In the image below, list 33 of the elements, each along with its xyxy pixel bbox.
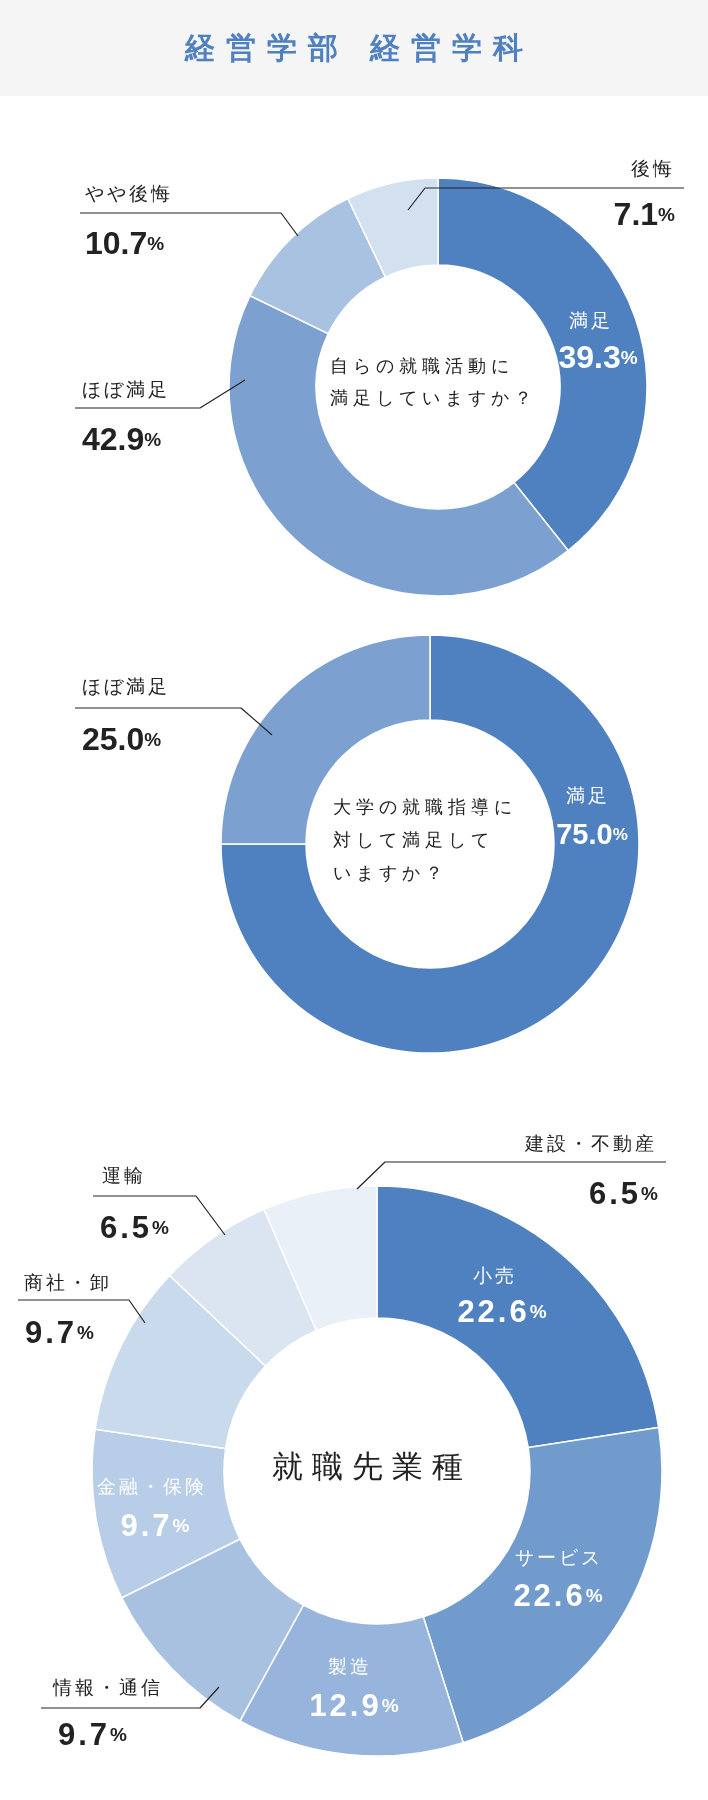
data-label: 9.7% <box>58 1716 128 1752</box>
data-label: 10.7% <box>85 225 165 261</box>
data-label: 25.0% <box>82 721 162 757</box>
data-label: 12.9% <box>309 1687 399 1723</box>
slice-label: 運輸 <box>102 1164 146 1186</box>
slice-label: 満足 <box>566 784 610 806</box>
slice-label: ほぼ満足 <box>82 378 170 400</box>
slice-label: 金融・保険 <box>97 1475 207 1497</box>
slice-label: 商社・卸 <box>24 1271 112 1293</box>
slice-label: 後悔 <box>631 157 675 179</box>
data-label: 42.9% <box>82 421 162 457</box>
data-label: 22.6% <box>457 1293 547 1329</box>
slice-label: 製造 <box>328 1655 372 1677</box>
slice-label: 情報・通信 <box>52 1676 163 1698</box>
text: 就職先業種 <box>272 1447 472 1486</box>
data-label: 75.0% <box>556 818 628 850</box>
data-label: 9.7% <box>25 1314 95 1350</box>
donut-slice <box>220 634 640 1054</box>
slice-label: 満足 <box>569 309 613 331</box>
data-label: 39.3% <box>558 339 638 375</box>
slice-label: ほぼ満足 <box>82 675 170 697</box>
data-label: 6.5% <box>100 1209 170 1245</box>
slice-label: やや後悔 <box>85 182 173 204</box>
text: 自らの就職活動に満足していますか？ <box>329 354 537 410</box>
data-label: 22.6% <box>513 1577 603 1613</box>
slice-label: 建設・不動産 <box>524 1132 657 1154</box>
chart-title: 経営学部 経営学科 <box>183 28 535 67</box>
slice-label: 小売 <box>473 1264 517 1286</box>
data-label: 7.1% <box>613 196 676 232</box>
data-label: 9.7% <box>120 1507 190 1543</box>
data-label: 6.5% <box>588 1175 659 1211</box>
slice-label: サービス <box>515 1546 603 1568</box>
text: 大学の就職指導に対して満足していますか？ <box>333 794 517 885</box>
